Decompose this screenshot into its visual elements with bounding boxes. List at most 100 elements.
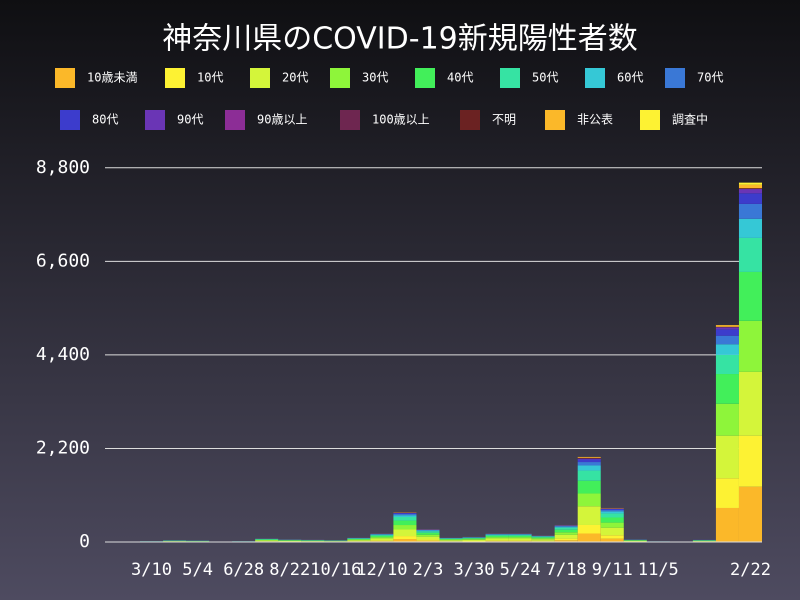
bar-segment — [485, 540, 509, 542]
legend-swatch — [640, 110, 660, 130]
bar-segment — [738, 184, 762, 189]
bar-segment — [715, 354, 739, 375]
y-tick-label: 0 — [79, 531, 90, 552]
x-tick-label: 3/30 — [454, 560, 495, 580]
bar-segment — [577, 480, 601, 494]
x-tick-label: 6/28 — [223, 560, 264, 580]
legend-swatch — [330, 68, 350, 88]
bar-segment — [715, 335, 739, 345]
bar-segment — [462, 537, 486, 539]
bar-segment — [462, 539, 486, 541]
bar-segment — [577, 533, 601, 542]
bar-segment — [416, 532, 440, 535]
legend-swatch — [500, 68, 520, 88]
bar-segment — [439, 539, 463, 541]
legend-swatch — [415, 68, 435, 88]
bar-segment — [554, 527, 578, 530]
bar-segment — [738, 188, 762, 190]
legend-swatch — [665, 68, 685, 88]
legend-swatch — [225, 110, 245, 130]
legend-label: 60代 — [617, 71, 643, 85]
bar-segment — [715, 329, 739, 336]
bar-segment — [554, 525, 578, 527]
bar-segment — [462, 540, 486, 542]
bar-segment — [738, 193, 762, 204]
bar-segment — [278, 540, 302, 542]
y-tick-label: 6,600 — [36, 250, 90, 271]
legend-label: 80代 — [92, 113, 118, 127]
bar-segment — [508, 535, 532, 538]
bar-segment — [531, 537, 555, 539]
y-tick-label: 4,400 — [36, 344, 90, 365]
legend-swatch — [340, 110, 360, 130]
bar-segment — [255, 539, 279, 541]
bar-segment — [577, 457, 601, 459]
legend-label: 10代 — [197, 71, 223, 85]
bar-segment — [508, 540, 532, 542]
bar-segment — [416, 540, 440, 542]
bar-segment — [255, 540, 279, 541]
bar-segment — [554, 538, 578, 541]
bar-segment — [715, 325, 739, 327]
bar-segment — [600, 510, 624, 512]
bar-segment — [600, 511, 624, 514]
legend-label: 90代 — [177, 113, 203, 127]
legend-label: 非公表 — [577, 113, 613, 127]
y-tick-label: 2,200 — [36, 437, 90, 458]
bar-segment — [554, 532, 578, 535]
bar-segment — [416, 531, 440, 533]
legend-swatch — [55, 68, 75, 88]
bar-segment — [738, 182, 762, 185]
bar-segment — [738, 189, 762, 194]
bar-segment — [715, 327, 739, 330]
bar-segment — [508, 537, 532, 539]
bar-segment — [738, 237, 762, 272]
bar-segment — [485, 534, 509, 536]
bar-segment — [439, 538, 463, 540]
x-tick-label: 10/16 — [310, 560, 361, 580]
bar-segment — [370, 538, 394, 541]
bar-segment — [393, 525, 417, 530]
x-tick-label: 7/18 — [546, 560, 587, 580]
bar-segment — [393, 529, 417, 537]
bar-segment — [370, 537, 394, 539]
bar-segment — [623, 540, 647, 542]
legend-swatch — [165, 68, 185, 88]
bar-segment — [531, 536, 555, 538]
bar-segment — [393, 513, 417, 515]
bar-segment — [554, 540, 578, 542]
legend-swatch — [145, 110, 165, 130]
legend-swatch — [460, 110, 480, 130]
bar-segment — [370, 540, 394, 542]
legend-label: 50代 — [532, 71, 558, 85]
bar-segment — [393, 520, 417, 526]
legend-label: 90歳以上 — [257, 113, 307, 127]
bar-segment — [554, 529, 578, 533]
bar-segment — [738, 320, 762, 372]
bar-segment — [577, 493, 601, 507]
bar-segment — [416, 534, 440, 537]
y-tick-label: 8,800 — [36, 157, 90, 178]
bar-segment — [577, 458, 601, 460]
legend-label: 40代 — [447, 71, 473, 85]
bar-segment — [347, 538, 371, 539]
bar-segment — [485, 538, 509, 541]
bar-segment — [715, 374, 739, 404]
bar-segment — [738, 435, 762, 487]
bar-segment — [393, 536, 417, 540]
legend-label: 100歳以上 — [372, 113, 430, 127]
legend-label: 不明 — [492, 113, 516, 127]
bar-segment — [416, 536, 440, 540]
bar-segment — [393, 515, 417, 517]
chart-title: 神奈川県のCOVID-19新規陽性者数 — [162, 22, 638, 57]
x-tick-label: 12/10 — [356, 560, 407, 580]
x-tick-label: 2/3 — [413, 560, 444, 580]
bar-segment — [508, 534, 532, 535]
bar-segment — [393, 539, 417, 542]
bar-segment — [531, 538, 555, 540]
bar-segment — [393, 514, 417, 516]
bar-segment — [416, 530, 440, 531]
legend-swatch — [60, 110, 80, 130]
x-tick-label: 9/11 — [592, 560, 633, 580]
